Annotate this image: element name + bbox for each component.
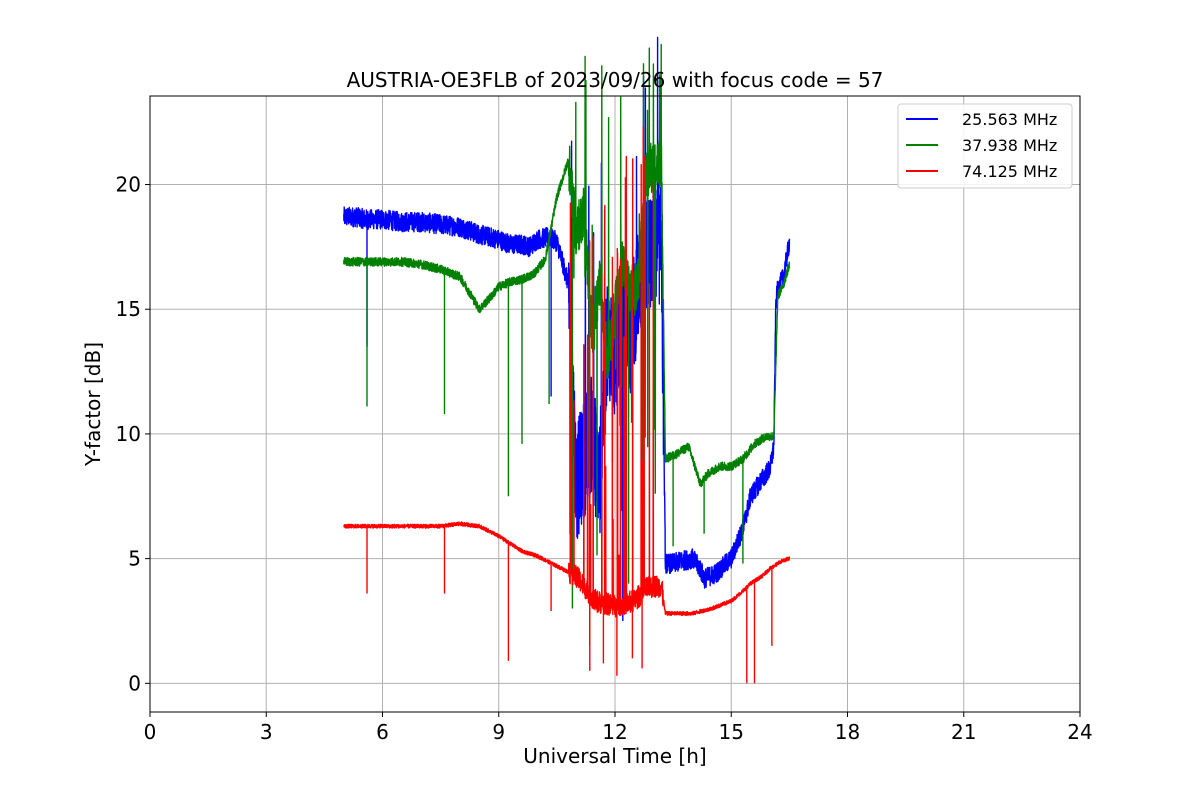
legend-label-2: 37.938 MHz — [962, 136, 1057, 155]
series-line-2 — [343, 43, 791, 609]
legend-label-3: 74.125 MHz — [962, 162, 1057, 181]
x-tick-label: 21 — [951, 720, 976, 744]
x-tick-label: 15 — [719, 720, 744, 744]
y-axis-label: Y-factor [dB] — [81, 342, 105, 467]
y-tick-label: 10 — [116, 422, 141, 446]
chart-title: AUSTRIA-OE3FLB of 2023/09/26 with focus … — [347, 68, 884, 92]
x-tick-label: 3 — [260, 720, 273, 744]
data-series — [343, 36, 791, 684]
y-tick-label: 0 — [128, 671, 141, 695]
legend-label-1: 25.563 MHz — [962, 110, 1057, 129]
y-tick-label: 15 — [116, 297, 141, 321]
y-tick-label: 5 — [128, 547, 141, 571]
legend-box — [897, 103, 1073, 189]
x-tick-label: 18 — [835, 720, 860, 744]
x-tick-label: 12 — [602, 720, 627, 744]
x-tick-label: 0 — [144, 720, 157, 744]
legend: 25.563 MHz 37.938 MHz 74.125 MHz — [897, 103, 1073, 189]
x-tick-label: 6 — [376, 720, 389, 744]
y-tick-label: 20 — [116, 173, 141, 197]
series-line-3 — [343, 126, 791, 684]
axis-ticks: 0 3 6 9 12 15 18 21 24 0 5 10 15 20 — [116, 173, 1093, 744]
x-tick-label: 9 — [492, 720, 505, 744]
x-tick-label: 24 — [1067, 720, 1092, 744]
x-axis-label: Universal Time [h] — [523, 744, 706, 768]
